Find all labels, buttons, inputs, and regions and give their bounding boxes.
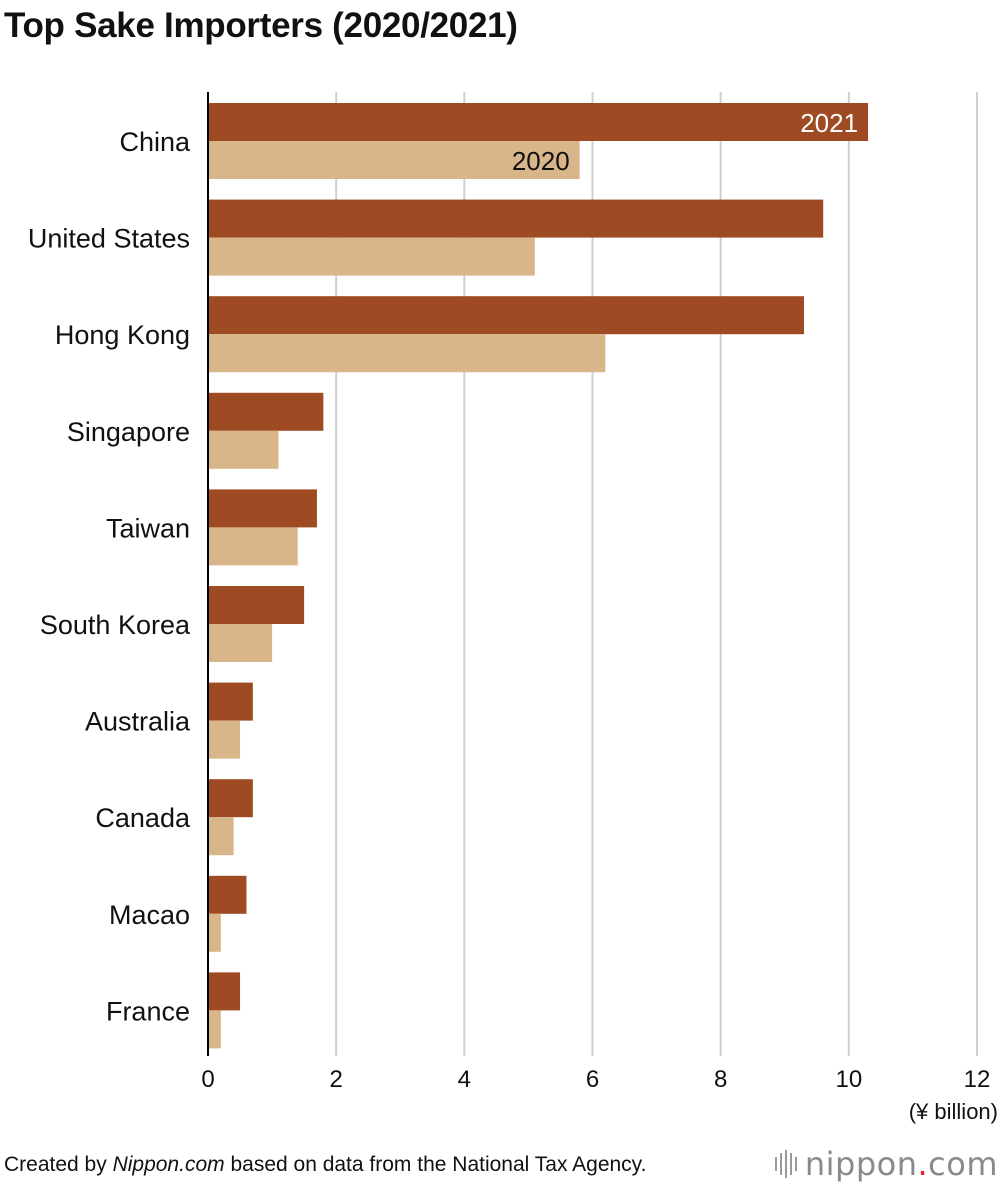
- bar-2021: [208, 199, 824, 238]
- bar-2020: [208, 720, 241, 759]
- category-labels: China United States Hong Kong Singapore Taiw…: [28, 127, 191, 1026]
- category-label: Canada: [95, 803, 191, 833]
- source-suffix: based on data from the National Tax Agen…: [224, 1153, 647, 1176]
- bar-2020: [208, 817, 234, 856]
- x-tick-label: 10: [835, 1066, 862, 1093]
- bar-2021: [208, 296, 804, 335]
- bar-2021: [208, 392, 324, 431]
- x-tick-label: 8: [714, 1066, 727, 1093]
- bar-2021: [208, 682, 253, 721]
- category-label: Macao: [109, 900, 190, 930]
- brand-name-main: nippon: [804, 1145, 918, 1183]
- series-labels: 2021 2020: [512, 108, 858, 176]
- category-label: South Korea: [40, 610, 191, 640]
- bar-2021: [208, 489, 317, 528]
- bars: [208, 103, 869, 1049]
- category-label: United States: [28, 224, 190, 254]
- x-tick-label: 12: [964, 1066, 991, 1093]
- source-prefix: Created by: [4, 1153, 113, 1176]
- category-label: Singapore: [67, 417, 190, 447]
- bar-2020: [208, 237, 535, 276]
- category-label: Australia: [85, 707, 191, 737]
- category-label: Hong Kong: [55, 320, 190, 350]
- bar-2021: [208, 779, 253, 818]
- x-axis-ticks: 0 2 4 6 8 10 12: [201, 1066, 990, 1093]
- bar-2021: [208, 972, 241, 1011]
- x-tick-label: 2: [329, 1066, 342, 1093]
- bar-2020: [208, 527, 298, 566]
- bar-2020: [208, 1010, 221, 1049]
- series-label-2020: 2020: [512, 146, 570, 176]
- series-label-2021: 2021: [800, 108, 858, 138]
- bar-2020: [208, 624, 273, 662]
- nippon-logo[interactable]: nippon.com: [770, 1144, 998, 1184]
- brand-wordmark: nippon.com: [805, 1145, 998, 1183]
- x-tick-label: 4: [458, 1066, 471, 1093]
- chart-title: Top Sake Importers (2020/2021): [4, 6, 518, 45]
- bar-2020: [208, 334, 606, 373]
- x-tick-label: 6: [586, 1066, 599, 1093]
- category-label: France: [106, 996, 190, 1026]
- x-tick-label: 0: [201, 1066, 214, 1093]
- category-label: China: [119, 127, 191, 157]
- x-axis-unit-label: (¥ billion): [909, 1099, 998, 1124]
- bar-2020: [208, 430, 279, 469]
- bar-2021: [208, 875, 247, 914]
- category-label: Taiwan: [106, 513, 190, 543]
- bar-2021: [208, 586, 305, 624]
- sound-bars-icon: [774, 1150, 797, 1178]
- bar-2020: [208, 141, 580, 179]
- bar-chart: China United States Hong Kong Singapore Taiw…: [28, 92, 998, 1124]
- bar-2020: [208, 913, 221, 952]
- bar-2021: [208, 103, 869, 141]
- brand-dot: .: [917, 1145, 929, 1183]
- brand-name-end: com: [928, 1145, 998, 1183]
- source-link[interactable]: Nippon.com: [112, 1153, 225, 1176]
- source-note: Created by Nippon.com based on data from…: [4, 1153, 646, 1177]
